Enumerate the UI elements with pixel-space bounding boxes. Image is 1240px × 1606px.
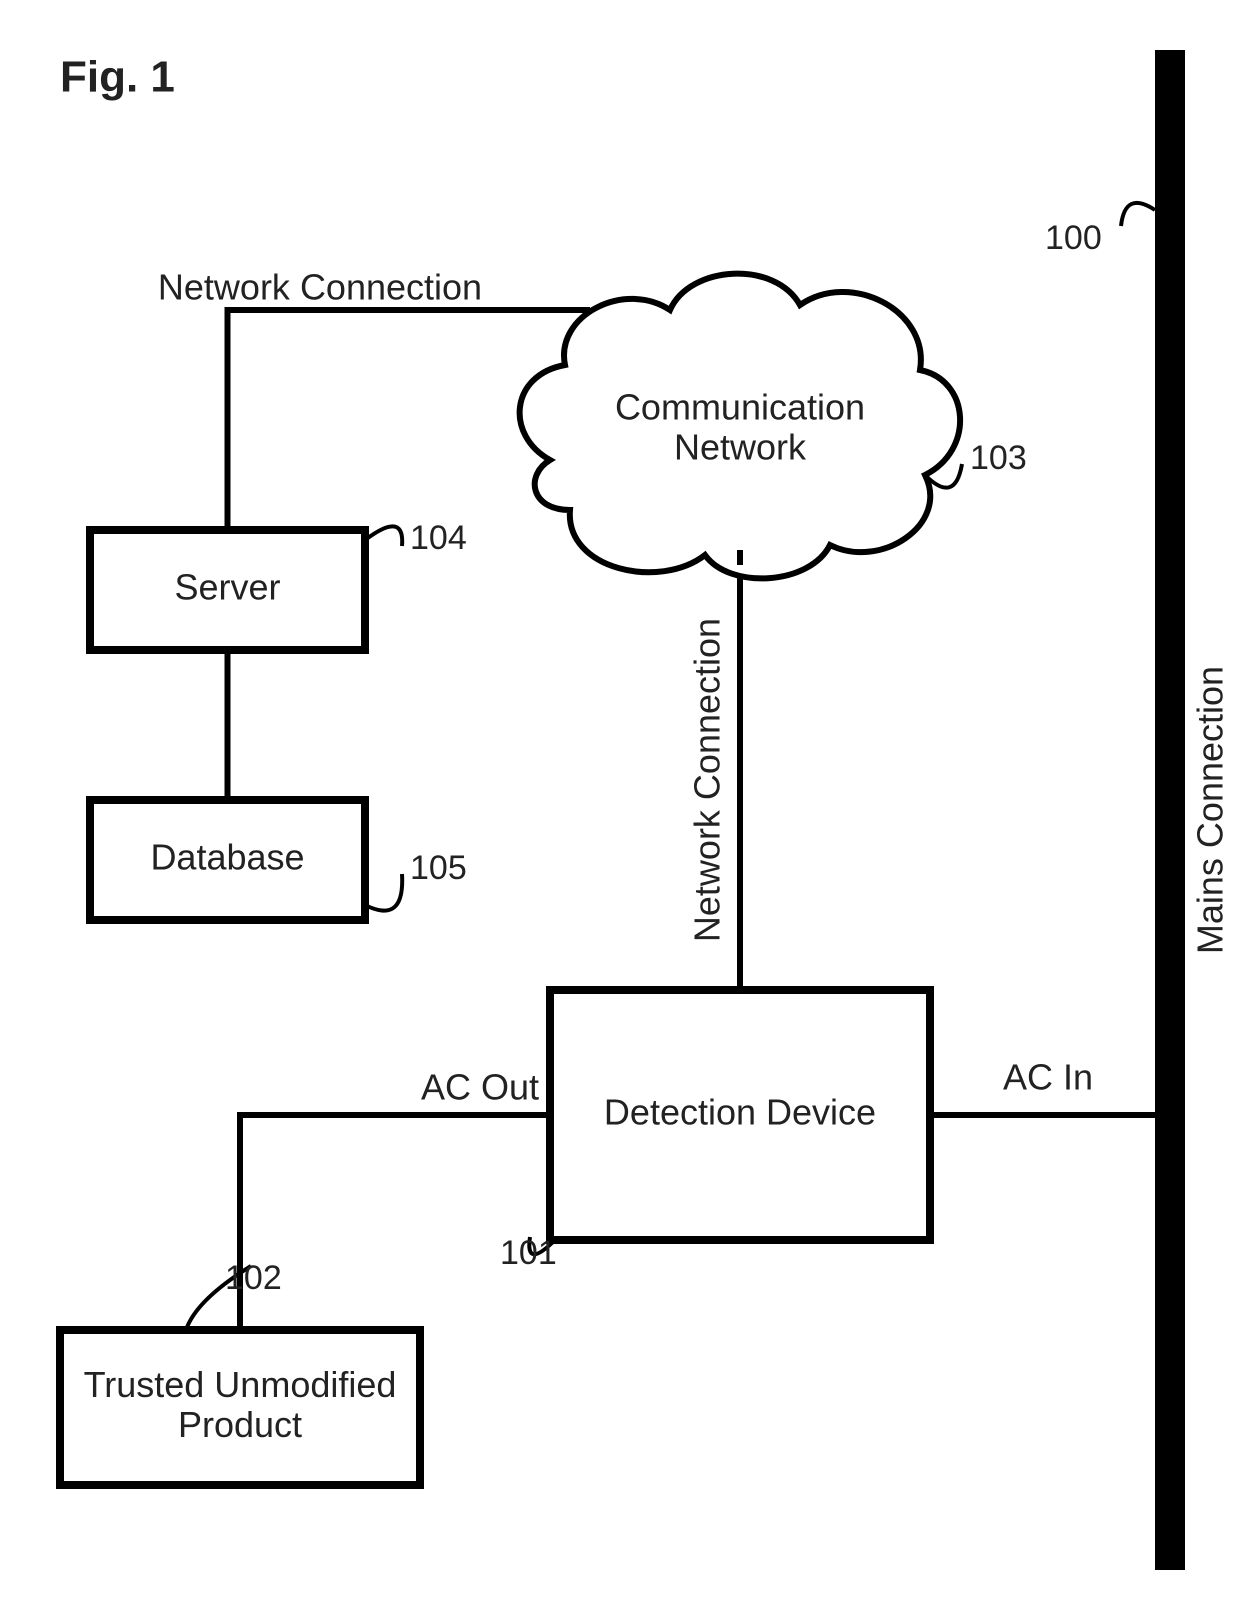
detection-device-box-label: Detection Device bbox=[604, 1092, 876, 1133]
leader-line bbox=[365, 526, 402, 546]
ref-104: 104 bbox=[410, 519, 467, 557]
ref-103: 103 bbox=[970, 439, 1027, 477]
database-box-label: Database bbox=[150, 837, 304, 878]
edge-server-cloud-label: Network Connection bbox=[158, 267, 482, 308]
edge-detection-mains-label: AC In bbox=[1003, 1057, 1093, 1098]
edge-server-cloud bbox=[228, 310, 541, 530]
edge-cloud-detection-label: Network Connection bbox=[687, 618, 728, 942]
edge-detection-product-label: AC Out bbox=[421, 1067, 539, 1108]
trusted-product-box-label: Product bbox=[178, 1404, 302, 1445]
trusted-product-box-label: Trusted Unmodified bbox=[84, 1364, 397, 1405]
mains-connection-label: Mains Connection bbox=[1190, 666, 1231, 954]
communication-network-label: Communication bbox=[615, 387, 865, 428]
ref-105: 105 bbox=[410, 849, 467, 887]
leader-line bbox=[365, 874, 402, 911]
server-box-label: Server bbox=[174, 567, 280, 608]
communication-network-label: Network bbox=[674, 426, 807, 467]
leader-line bbox=[1121, 203, 1155, 226]
figure-title: Fig. 1 bbox=[60, 53, 175, 102]
edge-detection-product bbox=[240, 1115, 550, 1330]
ref-100: 100 bbox=[1045, 219, 1102, 257]
ref-101: 101 bbox=[500, 1234, 557, 1272]
ref-102: 102 bbox=[225, 1259, 282, 1297]
mains-connection-bar bbox=[1155, 50, 1185, 1570]
